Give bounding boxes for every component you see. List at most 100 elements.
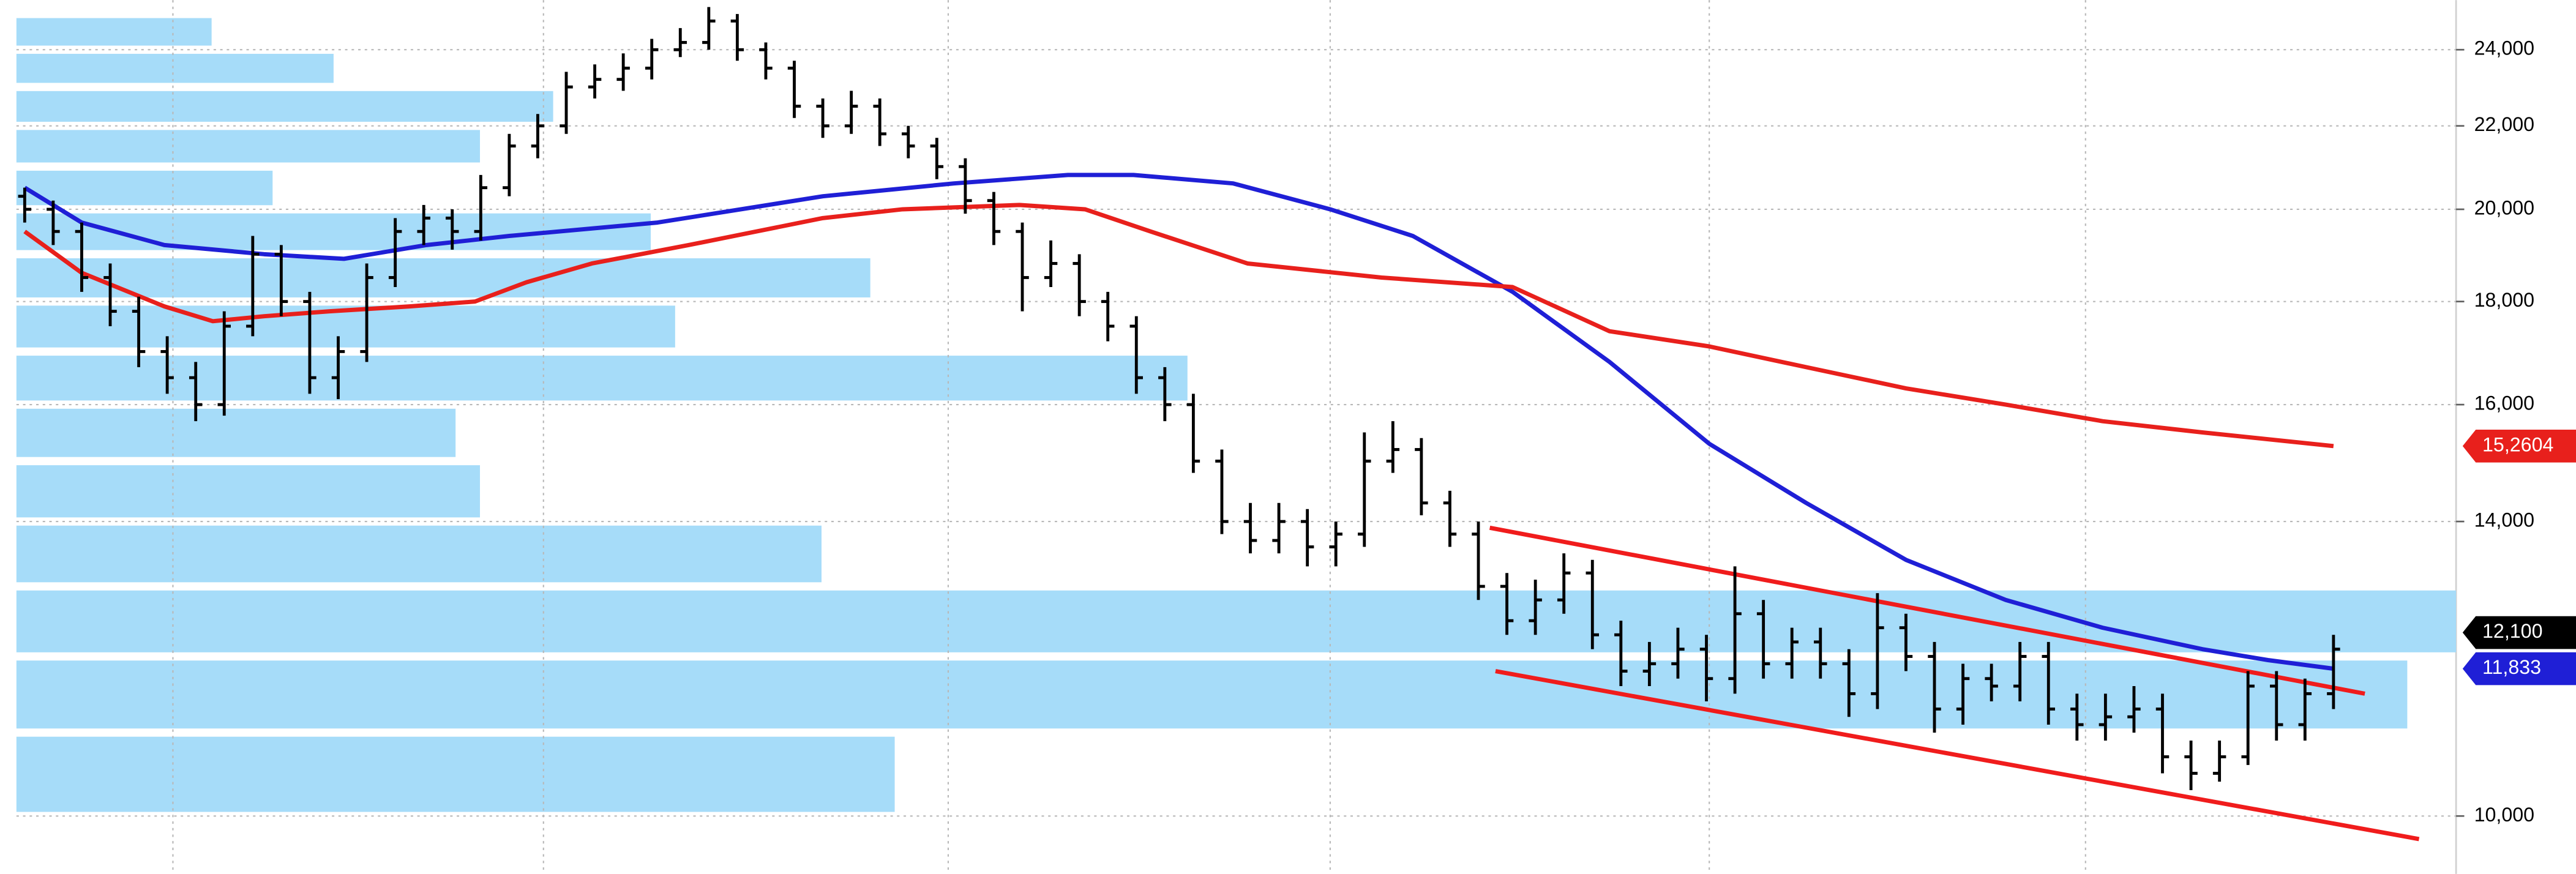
ohlc-bar xyxy=(274,245,288,316)
ohlc-bar xyxy=(759,42,773,80)
ohlc-bar xyxy=(1215,449,1229,534)
ohlc-bar xyxy=(1642,641,1657,687)
ohlc-bar xyxy=(2241,671,2255,765)
ohlc-bar xyxy=(1243,502,1257,554)
ohlc-bar xyxy=(388,218,402,288)
badge-label: 11,833 xyxy=(2482,656,2541,678)
volume-bar xyxy=(16,170,273,206)
ohlc-bar xyxy=(1814,627,1827,679)
ohlc-bar xyxy=(787,61,801,118)
ohlc-bar xyxy=(645,39,659,80)
ohlc-bar xyxy=(844,91,858,134)
ohlc-bar xyxy=(2298,678,2312,741)
volume-bar xyxy=(16,305,675,348)
ohlc-bar xyxy=(616,53,630,91)
ohlc-bar xyxy=(816,98,829,138)
badge-shape xyxy=(2462,429,2576,463)
ohlc-bar xyxy=(1443,490,1457,547)
ohlc-bar xyxy=(1300,509,1314,567)
volume-bar xyxy=(16,356,1188,401)
ohlc-bar xyxy=(331,336,345,400)
ohlc-bar xyxy=(1358,432,1371,547)
last-value-badge: 12,100 xyxy=(2462,616,2576,649)
y-tick-label: 16,000 xyxy=(2474,392,2534,414)
ohlc-bar xyxy=(1272,502,1286,554)
ohlc-bar xyxy=(2127,686,2141,733)
badge-label: 15,2604 xyxy=(2482,433,2553,455)
ohlc-bar xyxy=(1500,573,1514,635)
y-tick-label: 24,000 xyxy=(2474,37,2534,59)
badge-shape xyxy=(2462,652,2576,685)
ohlc-bar xyxy=(18,187,32,223)
ohlc-bar xyxy=(1956,663,1970,725)
ohlc-bar xyxy=(446,209,459,250)
ohlc-bar xyxy=(702,7,716,50)
ohlc-bar xyxy=(1329,521,1342,567)
ohlc-bar xyxy=(1699,635,1713,701)
ohlc-bar xyxy=(2042,641,2055,725)
ohlc-bar xyxy=(2184,741,2198,790)
volume-bar xyxy=(16,408,456,457)
ohlc-bar xyxy=(103,263,117,326)
line-series xyxy=(23,173,2334,671)
ohlc-bar xyxy=(132,296,146,367)
ohlc-bar xyxy=(1871,593,1884,709)
ohlc-bar xyxy=(2155,693,2170,774)
badge-shape xyxy=(2462,616,2576,649)
volume-bar xyxy=(16,53,334,83)
y-tick-label: 18,000 xyxy=(2474,289,2534,311)
ohlc-bar xyxy=(673,28,687,58)
ohlc-bar xyxy=(189,362,203,422)
ohlc-bar xyxy=(2327,635,2340,709)
line-series xyxy=(1495,669,2420,842)
ohlc-bar xyxy=(1671,627,1685,679)
ohlc-bar xyxy=(503,133,516,196)
volume-bar xyxy=(16,660,2408,729)
ohlc-bar xyxy=(2270,671,2283,741)
y-tick-label: 14,000 xyxy=(2474,509,2534,531)
ohlc-bar xyxy=(1472,521,1485,600)
volume-bar xyxy=(16,18,212,46)
ohlc-bar xyxy=(1985,663,1998,701)
y-tick-label: 20,000 xyxy=(2474,196,2534,219)
badge-label: 12,100 xyxy=(2482,620,2542,642)
ohlc-bar xyxy=(1728,566,1742,694)
ohlc-bar xyxy=(474,174,488,241)
ohlc-bar xyxy=(1415,438,1428,515)
ohlc-bar xyxy=(1756,600,1770,679)
ohlc-bar xyxy=(1044,240,1058,288)
y-tick-label: 10,000 xyxy=(2474,804,2534,826)
y-tick-label: 22,000 xyxy=(2474,113,2534,135)
ohlc-bar xyxy=(873,98,886,146)
ohlc-bar xyxy=(1928,641,1941,733)
ohlc-bar xyxy=(1073,254,1086,316)
ohlc-bar xyxy=(1386,421,1400,473)
ohlc-bar xyxy=(902,125,915,159)
ohlc-bar xyxy=(1586,559,1599,649)
ohlc-bar xyxy=(217,311,231,416)
ohlc-bar xyxy=(1785,627,1799,679)
ohlc-bar xyxy=(1842,649,1856,717)
volume-bar xyxy=(16,130,481,163)
ohlc-bar xyxy=(1129,316,1143,394)
ohlc-bar xyxy=(1899,613,1913,671)
ohlc-bar xyxy=(417,204,430,245)
ohlc-bar xyxy=(2099,693,2113,741)
ohlc-bar xyxy=(47,200,60,245)
ohlc-bar xyxy=(303,291,316,394)
ohlc-bar xyxy=(1529,580,1542,635)
ohlc-bar xyxy=(1016,222,1029,312)
line-series xyxy=(23,203,2334,449)
ohlc-bar xyxy=(75,222,89,292)
volume-bar xyxy=(16,258,871,297)
ohlc-bar xyxy=(730,13,744,61)
line-series xyxy=(1489,525,2365,696)
ohlc-bar xyxy=(2013,641,2027,701)
ohlc-bar xyxy=(1186,394,1200,473)
ohlc-bar xyxy=(959,158,972,214)
volume-bar xyxy=(16,465,481,518)
ohlc-bar xyxy=(531,114,545,159)
volume-bar xyxy=(16,736,895,812)
